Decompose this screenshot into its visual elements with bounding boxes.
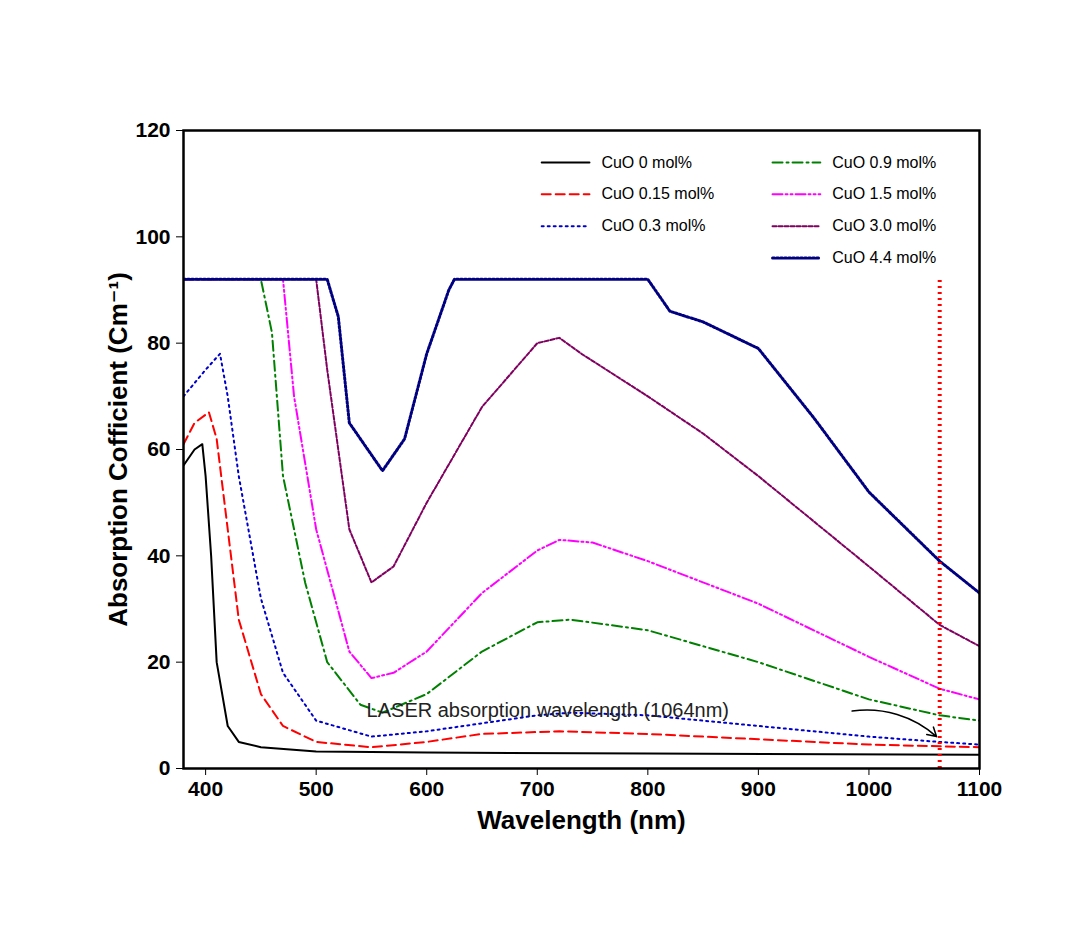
svg-text:1000: 1000: [846, 777, 893, 800]
svg-text:CuO 4.4 mol%: CuO 4.4 mol%: [832, 249, 936, 266]
svg-text:700: 700: [520, 777, 555, 800]
svg-text:CuO 0 mol%: CuO 0 mol%: [601, 154, 692, 171]
svg-text:CuO 0.9 mol%: CuO 0.9 mol%: [832, 154, 936, 171]
svg-text:900: 900: [741, 777, 776, 800]
svg-text:40: 40: [147, 544, 170, 567]
svg-text:600: 600: [409, 777, 444, 800]
svg-text:60: 60: [147, 437, 170, 460]
svg-text:1100: 1100: [957, 777, 1003, 800]
svg-text:LASER absorption wavelength (1: LASER absorption wavelength (1064nm): [367, 699, 729, 721]
svg-text:500: 500: [299, 777, 334, 800]
svg-text:Absorption Cofficient (Cm⁻¹): Absorption Cofficient (Cm⁻¹): [103, 272, 133, 627]
svg-text:0: 0: [159, 756, 171, 779]
svg-text:80: 80: [147, 331, 170, 354]
svg-text:CuO 3.0 mol%: CuO 3.0 mol%: [832, 217, 936, 234]
svg-text:Wavelength (nm): Wavelength (nm): [477, 805, 685, 835]
svg-text:20: 20: [147, 650, 170, 673]
svg-text:CuO 1.5 mol%: CuO 1.5 mol%: [832, 185, 936, 202]
svg-text:120: 120: [135, 118, 170, 141]
svg-text:400: 400: [188, 777, 223, 800]
svg-text:800: 800: [630, 777, 665, 800]
svg-text:CuO 0.15 mol%: CuO 0.15 mol%: [601, 185, 714, 202]
svg-text:CuO 0.3 mol%: CuO 0.3 mol%: [601, 217, 705, 234]
svg-text:100: 100: [135, 225, 170, 248]
